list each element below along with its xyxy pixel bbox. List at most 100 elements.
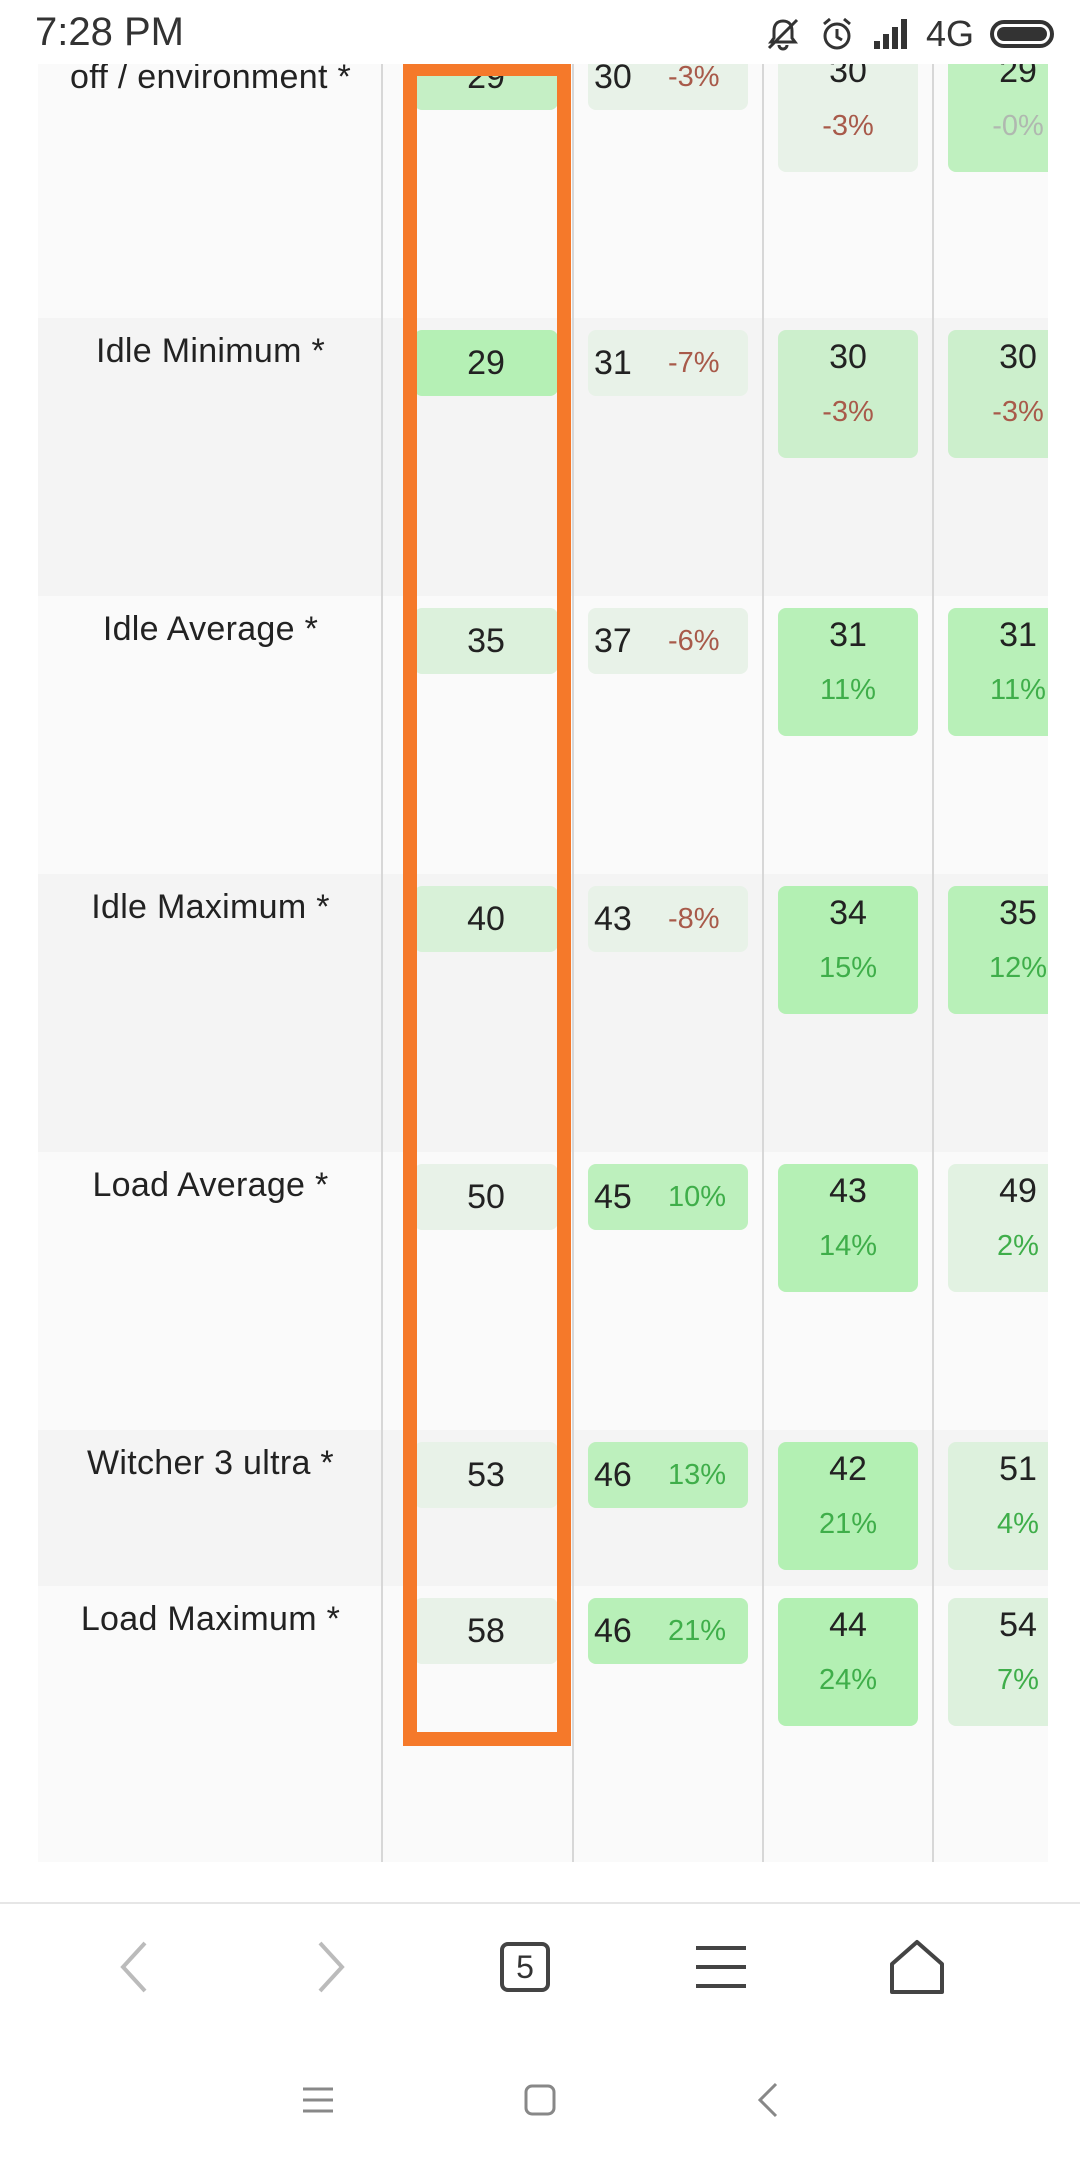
back-icon <box>120 1941 147 1993</box>
cell-percent: 11% <box>820 674 876 706</box>
cell-value: 31 <box>829 616 867 654</box>
compare-cell: 30 -3% <box>948 330 1048 458</box>
cell-percent: 21% <box>668 1615 727 1647</box>
cell-value: 29 <box>999 64 1037 90</box>
cell-value: 43 <box>594 900 632 938</box>
compare-cell: 30 -3% <box>778 64 918 172</box>
compare-cell: 44 24% <box>778 1598 918 1726</box>
row-label: Witcher 3 ultra * <box>87 1444 334 1482</box>
cell-percent: 12% <box>988 952 1048 984</box>
table-row: Witcher 3 ultra * 53 46 13% 42 21% 51 4% <box>38 1430 1048 1586</box>
tabs-button[interactable]: 5 <box>480 1922 570 2012</box>
cell-percent: -3% <box>822 396 874 428</box>
menu-button[interactable] <box>676 1922 766 2012</box>
compare-cell: 31 -7% <box>588 330 748 396</box>
forward-icon <box>318 1941 345 1993</box>
cell-value: 30 <box>999 338 1037 376</box>
baseline-cell: 40 <box>414 886 558 952</box>
cell-percent: -0% <box>992 110 1044 142</box>
signal-icon <box>873 19 907 49</box>
compare-cell: 29 -0% <box>948 64 1048 172</box>
cell-percent: 14% <box>818 1230 878 1262</box>
column-divider <box>762 64 764 1862</box>
cell-percent: 10% <box>668 1181 727 1213</box>
cell-percent: -3% <box>992 396 1044 428</box>
menu-icon <box>696 1946 746 1988</box>
compare-cell: 54 7% <box>948 1598 1048 1726</box>
compare-cell: 45 10% <box>588 1164 748 1230</box>
home-square-icon <box>524 2084 556 2116</box>
home-icon <box>890 1940 944 1994</box>
table-row: Idle Average * 35 37 -6% 31 11% 31 11% <box>38 596 1048 874</box>
compare-cell: 46 21% <box>588 1598 748 1664</box>
cell-value: 42 <box>829 1450 867 1488</box>
cell-value: 58 <box>467 1612 505 1650</box>
cell-value: 51 <box>999 1450 1037 1488</box>
table-row: Load Average * 50 45 10% 43 14% 49 2% <box>38 1152 1048 1430</box>
table-row: Load Maximum * 58 46 21% 44 24% 54 7% <box>38 1586 1048 1862</box>
system-back-button[interactable] <box>728 2060 808 2140</box>
cell-value: 35 <box>999 894 1037 932</box>
cell-value: 50 <box>467 1178 505 1216</box>
cell-value: 31 <box>594 344 632 382</box>
cell-value: 40 <box>467 900 505 938</box>
mute-bell-icon <box>767 18 799 51</box>
cell-percent: 2% <box>997 1230 1039 1262</box>
row-label: Idle Maximum * <box>91 888 330 926</box>
back-button[interactable] <box>90 1922 180 2012</box>
alarm-icon <box>823 17 851 50</box>
compare-cell: 49 2% <box>948 1164 1048 1292</box>
system-nav-bar <box>0 2030 1080 2160</box>
compare-cell: 30 -3% <box>588 64 748 110</box>
cell-value: 46 <box>594 1612 632 1650</box>
compare-cell: 31 11% <box>948 608 1048 736</box>
column-divider <box>381 64 383 1862</box>
baseline-cell: 35 <box>414 608 558 674</box>
cell-value: 29 <box>467 344 505 382</box>
network-type: 4G <box>925 13 974 54</box>
compare-cell: 43 -8% <box>588 886 748 952</box>
status-time: 7:28 PM <box>35 10 184 54</box>
compare-cell: 42 21% <box>778 1442 918 1570</box>
status-icons: 4G <box>764 10 1054 58</box>
cell-value: 30 <box>829 338 867 376</box>
cell-value: 49 <box>999 1172 1037 1210</box>
cell-percent: 7% <box>997 1664 1039 1696</box>
row-label: Idle Minimum * <box>95 332 326 370</box>
baseline-cell: 58 <box>414 1598 558 1664</box>
forward-button[interactable] <box>285 1922 375 2012</box>
compare-cell: 51 4% <box>948 1442 1048 1570</box>
cell-value: 30 <box>594 64 632 96</box>
cell-value: 54 <box>999 1606 1037 1644</box>
cell-value: 37 <box>594 622 632 660</box>
system-back-icon <box>757 2082 778 2118</box>
row-label: off / environment * <box>69 64 351 96</box>
cell-value: 31 <box>999 616 1037 654</box>
system-home-button[interactable] <box>500 2060 580 2140</box>
cell-percent: -3% <box>822 110 874 142</box>
cell-value: 34 <box>829 894 867 932</box>
cell-percent: 11% <box>990 674 1046 706</box>
cell-percent: 21% <box>818 1508 878 1540</box>
cell-percent: 13% <box>668 1459 727 1491</box>
comparison-table: off / environment * 29 30 -3% 30 -3% 29 -0% Idle… <box>38 64 1048 1862</box>
cell-value: 43 <box>829 1172 867 1210</box>
column-divider <box>572 64 574 1862</box>
highlight-annotation-box <box>403 62 571 1746</box>
browser-toolbar: 5 <box>0 1902 1080 2032</box>
baseline-cell: 29 <box>414 330 558 396</box>
row-label: Idle Average * <box>102 610 319 648</box>
battery-icon <box>990 20 1054 48</box>
home-button[interactable] <box>872 1922 962 2012</box>
cell-value: 45 <box>594 1178 632 1216</box>
cell-percent: 24% <box>818 1664 878 1696</box>
compare-cell: 31 11% <box>778 608 918 736</box>
compare-cell: 30 -3% <box>778 330 918 458</box>
compare-cell: 43 14% <box>778 1164 918 1292</box>
column-divider <box>932 64 934 1862</box>
recent-apps-button[interactable] <box>278 2060 358 2140</box>
baseline-cell: 50 <box>414 1164 558 1230</box>
recent-apps-icon <box>303 2087 333 2113</box>
compare-cell: 37 -6% <box>588 608 748 674</box>
cell-value: 53 <box>467 1456 505 1494</box>
